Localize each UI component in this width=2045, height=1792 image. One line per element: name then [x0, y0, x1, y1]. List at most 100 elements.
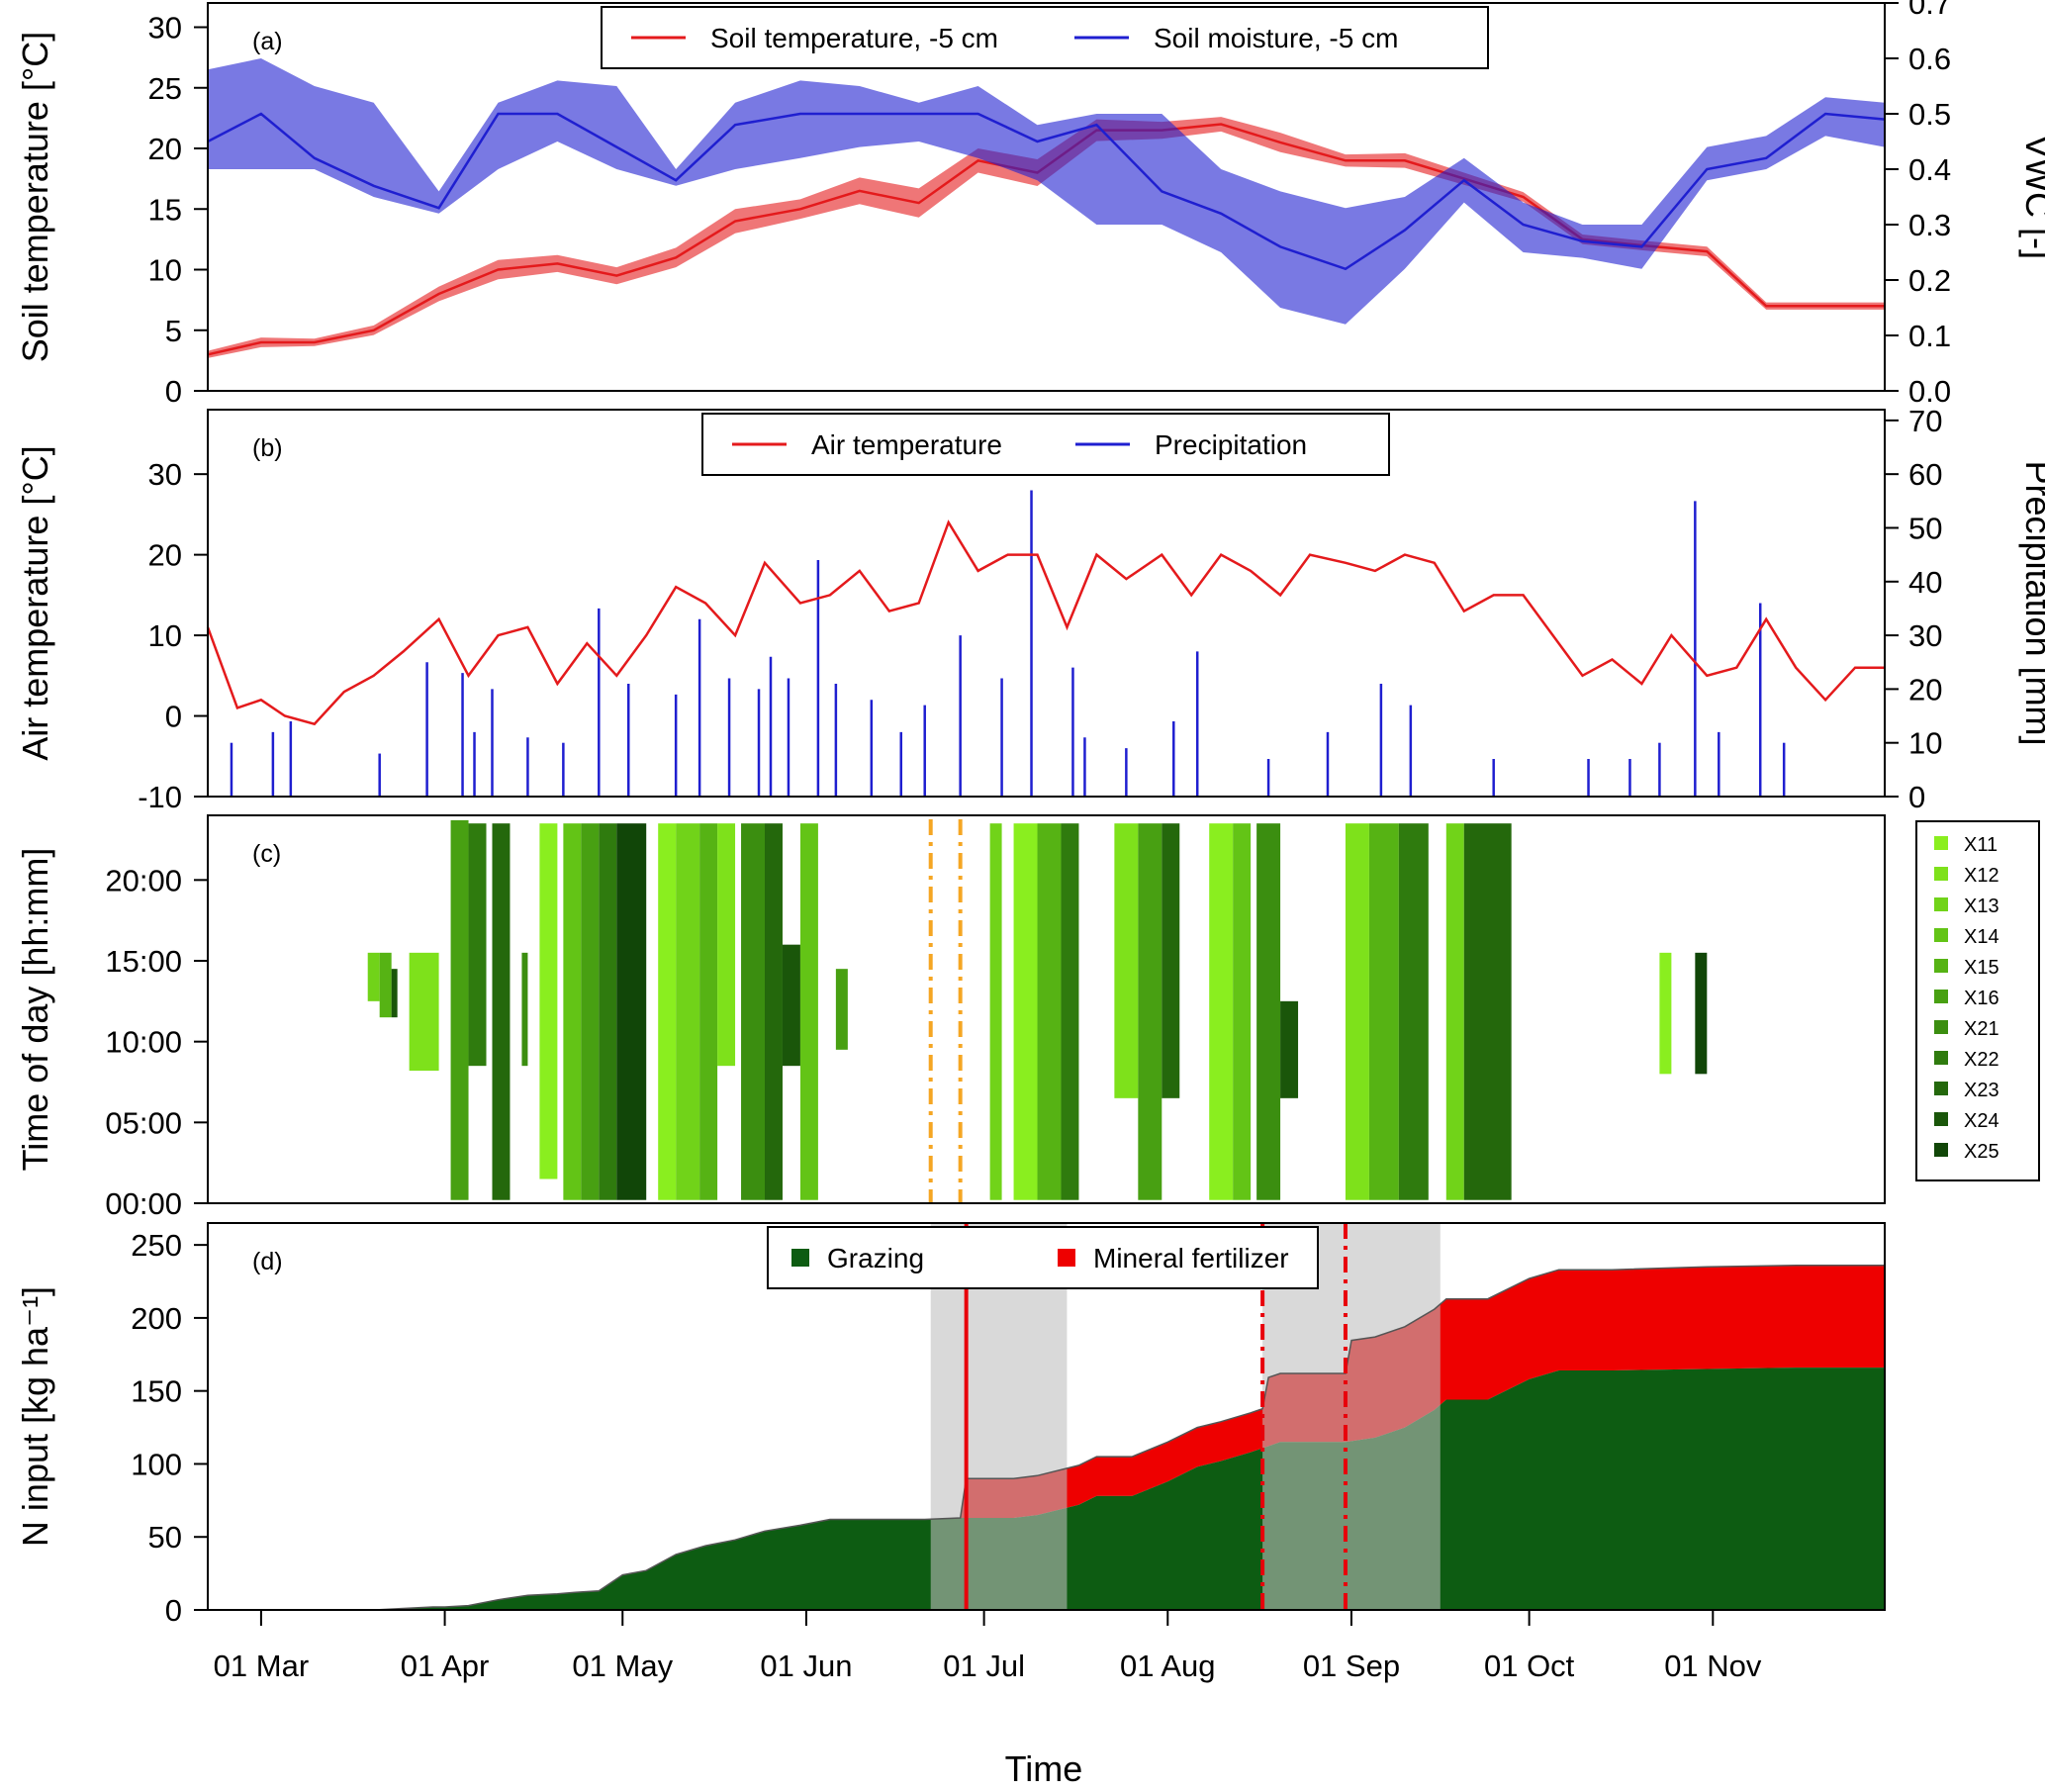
y-axis-label: Time of day [hh:mm] — [15, 848, 55, 1172]
grazing-event — [1368, 823, 1399, 1200]
legend-swatch — [1058, 1249, 1075, 1267]
grazing-event — [539, 823, 558, 1179]
y-axis-label: Air temperature [°C] — [15, 445, 55, 761]
legend-label: X21 — [1964, 1018, 1999, 1040]
grazing-event — [1209, 823, 1234, 1200]
grazing-event — [1233, 823, 1252, 1200]
grazing-event — [658, 823, 677, 1200]
y-tick-label: 10:00 — [105, 1025, 182, 1060]
y2-tick-label: 0.1 — [1908, 319, 1951, 353]
y2-axis-label: VWC [-] — [2018, 135, 2045, 259]
legend-label: Mineral fertilizer — [1093, 1243, 1289, 1273]
legend-label: X12 — [1964, 865, 1999, 887]
legend-label: X14 — [1964, 926, 1999, 948]
panel-label: (d) — [252, 1248, 283, 1275]
y2-axis-label: Precipitation [mm] — [2018, 460, 2045, 745]
grazing-event — [1061, 823, 1079, 1200]
y-tick-label: 50 — [148, 1520, 182, 1555]
y2-tick-label: 0.3 — [1908, 208, 1951, 242]
grazing-event — [1445, 823, 1464, 1200]
legend-label: Soil temperature, -5 cm — [710, 23, 998, 53]
y-tick-label: 20 — [148, 538, 182, 573]
y2-tick-label: 40 — [1908, 565, 1942, 600]
grazing-event — [989, 823, 1002, 1200]
plot-frame — [207, 2, 1886, 392]
y-tick-label: 10 — [148, 253, 182, 288]
y-tick-label: 20:00 — [105, 863, 182, 897]
grazing-event — [1463, 823, 1512, 1200]
grazing-event — [1280, 1000, 1299, 1098]
y2-tick-label: 0.0 — [1908, 374, 1951, 409]
grazing-event — [1659, 952, 1672, 1075]
y2-tick-label: 0.4 — [1908, 152, 1951, 187]
legend-a — [601, 6, 1489, 69]
grazing-event — [1138, 823, 1162, 1200]
legend-label: X11 — [1964, 834, 1998, 856]
grazing-event — [1398, 823, 1429, 1200]
legend-b — [701, 413, 1390, 476]
grazing-event — [835, 969, 848, 1050]
y-tick-label: 0 — [165, 374, 182, 409]
grazing-event — [563, 823, 582, 1200]
x-tick-label: 01 Mar — [214, 1649, 309, 1683]
grazing-event — [409, 952, 439, 1072]
panel-c: (c) 00:00 05:00 10:00 15:00 20:00 Time of day … — [15, 814, 2040, 1221]
y-tick-label: 05:00 — [105, 1105, 182, 1140]
grazing-event — [741, 823, 766, 1200]
grazing-event — [450, 819, 469, 1200]
y2-tick-label: 60 — [1908, 457, 1942, 492]
legend-swatch — [1934, 836, 1948, 850]
mineral-fertilizer-area — [208, 1265, 1885, 1610]
legend-label: X16 — [1964, 988, 1999, 1009]
legend-label: X25 — [1964, 1141, 1999, 1163]
x-tick-label: 01 Jul — [943, 1649, 1025, 1683]
x-tick-label: 01 Oct — [1484, 1649, 1575, 1683]
y2-tick-label: 0 — [1908, 780, 1925, 814]
y-tick-label: 30 — [148, 11, 182, 46]
legend-label: X24 — [1964, 1110, 1999, 1132]
legend-label: X22 — [1964, 1049, 1999, 1071]
grazing-event — [676, 823, 700, 1200]
grazing-event — [379, 952, 392, 1018]
grazing-event — [799, 823, 818, 1200]
x-axis-label: Time — [1005, 1748, 1083, 1789]
grazing-event — [616, 823, 647, 1200]
grazing-event — [765, 823, 783, 1200]
y-tick-label: 15:00 — [105, 944, 182, 979]
legend-swatch — [1934, 1051, 1948, 1065]
grazing-event — [782, 944, 800, 1067]
legend-swatch — [1934, 1143, 1948, 1157]
y-axis-label: Soil temperature [°C] — [15, 32, 55, 363]
grazing-event — [599, 823, 617, 1200]
x-tick-label: 01 Aug — [1120, 1649, 1216, 1683]
legend-swatch — [1934, 1082, 1948, 1095]
panel-d: (d) 0 50 100 150 200 250 N input [kg ha⁻¹] Grazi… — [15, 1222, 1886, 1628]
grazing-event — [367, 952, 380, 1001]
y-tick-label: 150 — [131, 1374, 182, 1409]
legend-swatch — [1934, 867, 1948, 881]
x-tick-label: 01 Apr — [401, 1649, 490, 1683]
y2-tick-label: 0.2 — [1908, 263, 1951, 298]
y-tick-label: 100 — [131, 1447, 182, 1481]
legend-label: X23 — [1964, 1080, 1999, 1101]
grazing-event — [492, 823, 511, 1200]
plot-frame — [207, 814, 1886, 1204]
grazing-event — [391, 969, 398, 1018]
legend-swatch — [1934, 1020, 1948, 1034]
grazing-event — [717, 823, 736, 1067]
y-tick-label: 10 — [148, 618, 182, 653]
grazing-event — [1256, 823, 1281, 1200]
y-tick-label: 0 — [165, 1593, 182, 1628]
y2-tick-label: 50 — [1908, 511, 1942, 545]
grazing-area — [208, 1368, 1885, 1610]
grazing-event — [1114, 823, 1139, 1098]
legend-label: Soil moisture, -5 cm — [1154, 23, 1398, 53]
grazing-event — [581, 823, 600, 1200]
x-tick-label: 01 Sep — [1303, 1649, 1400, 1683]
grazing-event — [468, 823, 487, 1067]
y2-tick-label: 70 — [1908, 404, 1942, 438]
y-tick-label: 250 — [131, 1228, 182, 1263]
x-axis: 01 Mar 01 Apr 01 May 01 Jun 01 Jul 01 Aug 01 S… — [214, 1610, 1762, 1683]
grazing-event — [521, 952, 528, 1067]
